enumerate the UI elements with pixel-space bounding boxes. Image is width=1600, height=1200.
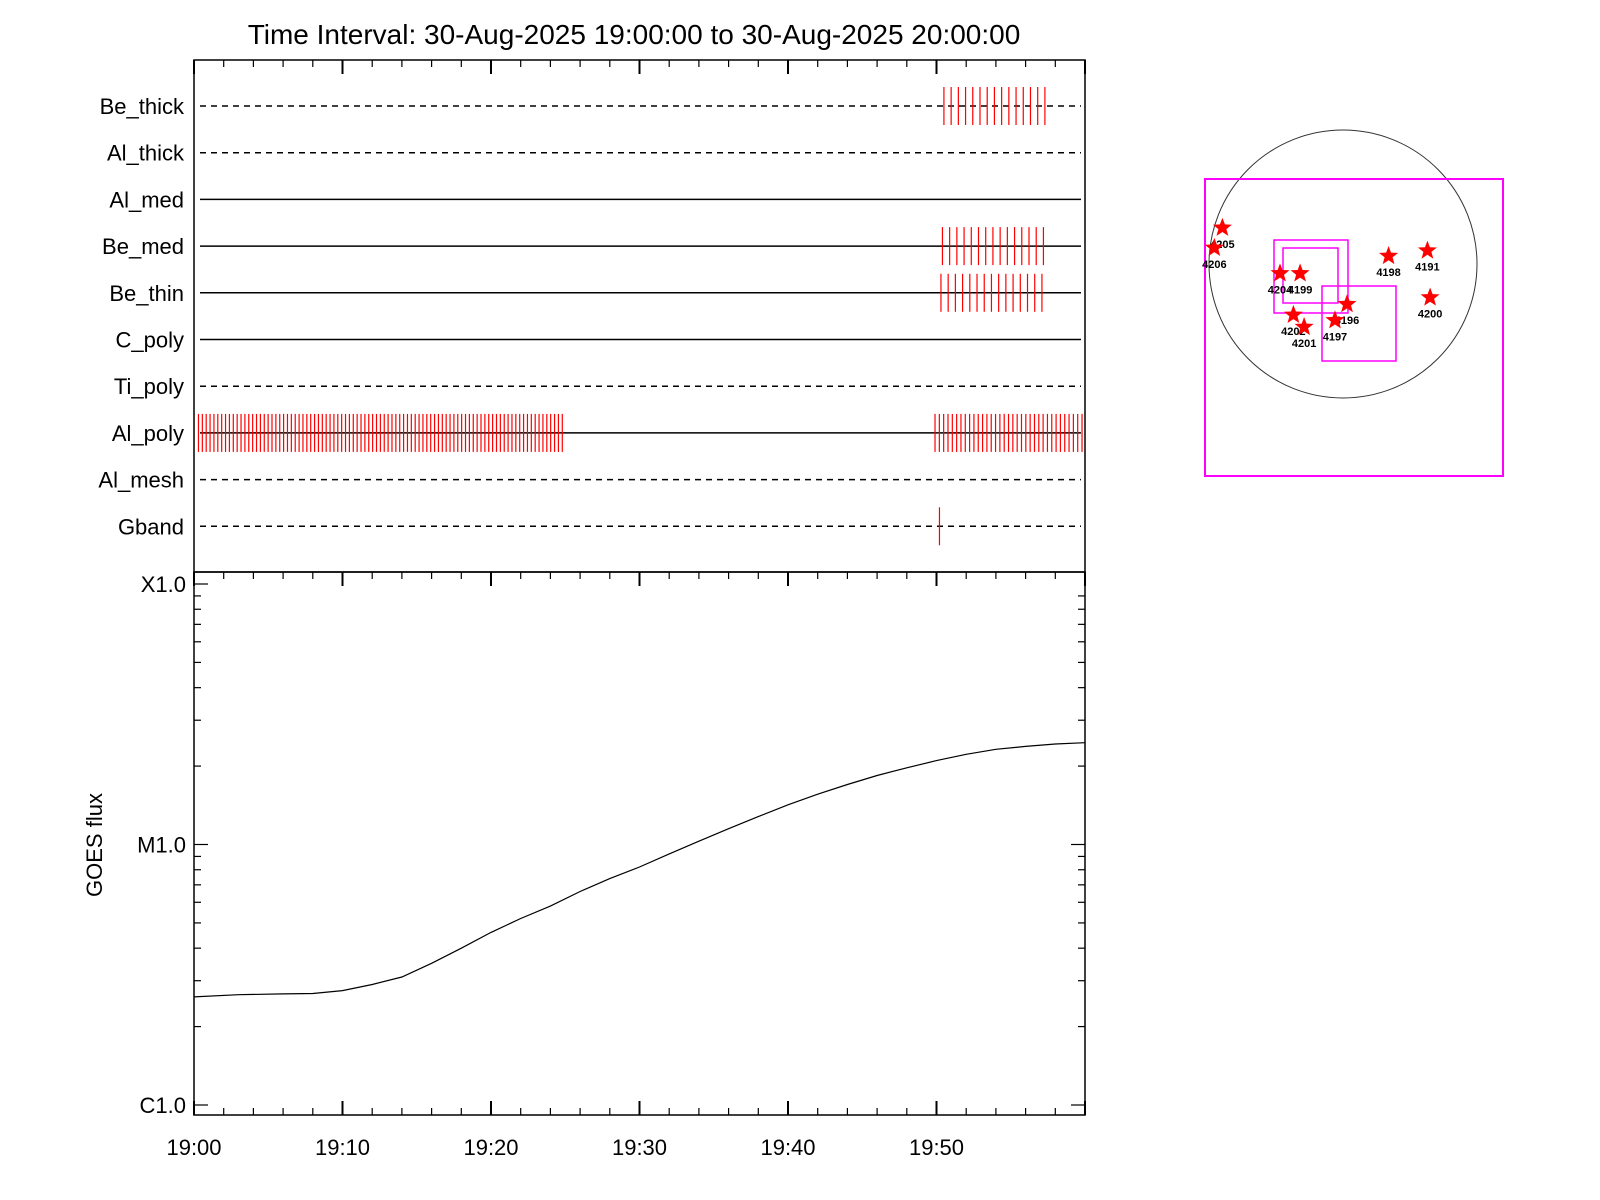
goes-flux-panel: 19:00 19:10 19:20 19:30 19:40 19:50 X1.0 M1.0 C1… bbox=[82, 571, 1086, 1160]
region-label: 4198 bbox=[1376, 267, 1400, 279]
region-star bbox=[1283, 304, 1303, 323]
region-star bbox=[1294, 317, 1314, 336]
region-star bbox=[1290, 263, 1310, 282]
x-tick-label: 19:10 bbox=[315, 1135, 370, 1160]
solar-disk bbox=[1208, 129, 1478, 399]
region-star bbox=[1325, 310, 1345, 329]
channel-label: Al_thick bbox=[107, 141, 185, 166]
goes-frame bbox=[193, 571, 1086, 1116]
region-label: 4204 bbox=[1268, 284, 1293, 296]
chart-title: Time Interval: 30-Aug-2025 19:00:00 to 3… bbox=[248, 19, 1021, 50]
channel-label: Ti_poly bbox=[114, 374, 184, 399]
region-label: 4200 bbox=[1418, 309, 1442, 321]
goes-flux-line bbox=[193, 742, 1086, 998]
channel-label: Be_thin bbox=[109, 281, 184, 306]
fov-box-large bbox=[1204, 178, 1504, 477]
region-label: 4201 bbox=[1292, 338, 1316, 350]
x-tick-label: 19:40 bbox=[760, 1135, 815, 1160]
x-tick-label: 19:30 bbox=[612, 1135, 667, 1160]
region-star bbox=[1379, 246, 1399, 265]
y-axis-label: GOES flux bbox=[82, 793, 107, 897]
region-star bbox=[1270, 263, 1290, 282]
channel-label: Al_poly bbox=[112, 421, 184, 446]
region-star bbox=[1417, 240, 1437, 259]
region-label: 4191 bbox=[1415, 262, 1439, 274]
channel-label: Be_med bbox=[102, 234, 184, 259]
region-label: 4202 bbox=[1281, 326, 1305, 338]
y-tick-label: C1.0 bbox=[140, 1093, 186, 1118]
region-star bbox=[1204, 237, 1224, 256]
channel-label: C_poly bbox=[116, 328, 184, 353]
channel-label: Al_mesh bbox=[98, 468, 184, 493]
region-star bbox=[1212, 217, 1232, 236]
x-tick-label: 19:00 bbox=[166, 1135, 221, 1160]
region-label: 4199 bbox=[1288, 284, 1312, 296]
region-star bbox=[1420, 287, 1440, 306]
region-star bbox=[1337, 294, 1357, 313]
channel-label: Gband bbox=[118, 514, 184, 539]
region-label: 4197 bbox=[1323, 331, 1347, 343]
y-tick-label: X1.0 bbox=[141, 572, 186, 597]
channel-label: Al_med bbox=[109, 187, 184, 212]
region-label: 4206 bbox=[1202, 259, 1226, 271]
y-tick-label: M1.0 bbox=[137, 833, 186, 858]
x-tick-label: 19:20 bbox=[463, 1135, 518, 1160]
channel-label: Be_thick bbox=[100, 94, 185, 119]
timeline-frame bbox=[193, 59, 1086, 573]
fov-box bbox=[1273, 239, 1349, 314]
detector-timeline-panel: Be_thick Al_thick Al_med Be_med Be_thin C_pol… bbox=[98, 59, 1086, 573]
fov-box bbox=[1321, 285, 1397, 362]
solar-disk-map: 4205420642044199419841914196420242014197… bbox=[1202, 129, 1504, 477]
x-tick-label: 19:50 bbox=[909, 1135, 964, 1160]
